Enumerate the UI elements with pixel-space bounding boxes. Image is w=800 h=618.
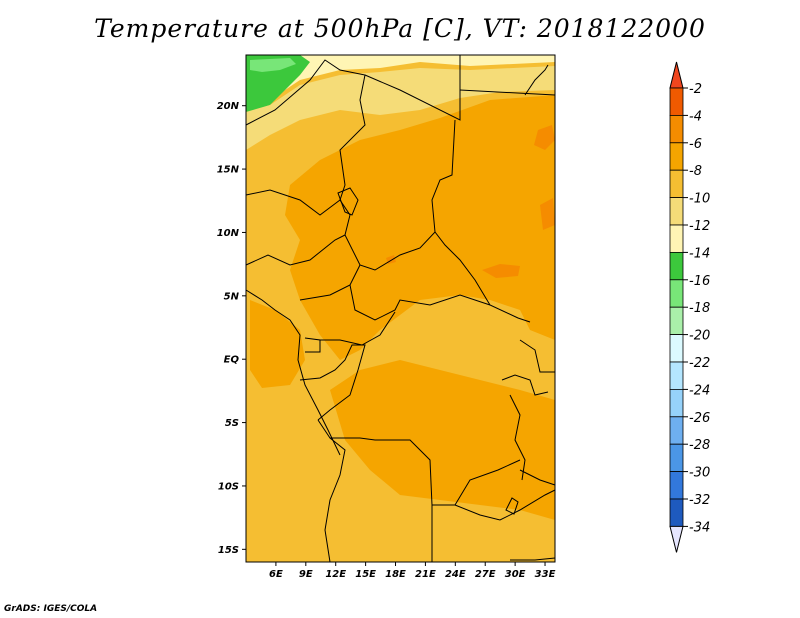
colorbar-label: -34 [689, 520, 710, 535]
colorbar-label: -2 [689, 82, 702, 97]
colorbar-label: -30 [689, 466, 710, 481]
colorbar-swatch [669, 169, 684, 198]
colorbar-swatch [669, 498, 684, 527]
colorbar-label: -22 [689, 356, 710, 371]
colorbar-swatch [669, 251, 684, 281]
colorbar-label: -8 [689, 164, 702, 179]
colorbar-swatch [669, 361, 684, 390]
colorbar-label: -32 [689, 493, 710, 508]
lon-tick-label: 30E [505, 569, 526, 580]
colorbar-label: -24 [689, 383, 710, 398]
colorbar-swatch [669, 443, 684, 473]
longitude-ticks: 6E 9E 12E 15E 18E 21E 24E 27E 30E 33E [269, 562, 556, 580]
lon-tick-label: 9E [299, 569, 313, 580]
colorbar-label: -4 [689, 109, 702, 124]
colorbar-label: -12 [689, 219, 710, 234]
colorbar-label: -6 [689, 137, 702, 152]
region-minus6 [285, 95, 555, 360]
colorbar-swatch [669, 471, 684, 500]
credit-label: GrADS: IGES/COLA [4, 604, 98, 614]
region-minus16 [250, 58, 296, 72]
colorbar-swatch [669, 279, 684, 308]
region-minus4-b [540, 198, 555, 230]
colorbar-swatch [669, 197, 684, 226]
colorbar-swatch [669, 115, 684, 144]
lon-tick-label: 33E [535, 569, 556, 580]
colorbar-label: -18 [689, 301, 710, 316]
colorbar-label: -28 [689, 438, 710, 453]
colorbar-label: -14 [689, 246, 710, 261]
colorbar-swatch [669, 334, 684, 363]
colorbar: -2 -4 -6 -8 -10 -12 -14 -16 -18 -20 -22 -24 -26 -28 -3… [669, 61, 710, 553]
colorbar-label: -10 [689, 192, 710, 207]
colorbar-swatch [669, 416, 684, 445]
lat-tick-label: 5S [225, 418, 239, 429]
region-minus4-a [534, 125, 555, 150]
lat-tick-label: 10N [217, 228, 240, 239]
lon-tick-label: 21E [415, 569, 436, 580]
plot-area [245, 54, 556, 563]
colorbar-swatch [669, 306, 684, 336]
lat-tick-label: 5N [224, 291, 240, 302]
colorbar-swatch [669, 224, 684, 253]
region-minus6-west [250, 300, 305, 388]
region-minus4-c [482, 264, 520, 278]
lat-tick-label: EQ [224, 355, 240, 366]
latitude-ticks: 20N 15N 10N 5N EQ 5S 10S 15S [217, 101, 246, 556]
region-minus6-south [330, 360, 555, 520]
lon-tick-label: 24E [445, 569, 466, 580]
map-title: Temperature at 500hPa [C], VT: 201812200… [94, 14, 706, 43]
lat-tick-label: 20N [217, 101, 240, 112]
colorbar-label: -16 [689, 274, 710, 289]
lon-tick-label: 18E [385, 569, 406, 580]
colorbar-swatch [669, 388, 684, 418]
colorbar-swatch [669, 142, 684, 171]
lon-tick-label: 27E [475, 569, 496, 580]
colorbar-bottom-arrow [669, 525, 684, 553]
region-minus10 [246, 66, 555, 150]
lat-tick-label: 15S [218, 545, 239, 556]
region-minus12 [246, 55, 555, 110]
lat-tick-label: 10S [218, 481, 239, 492]
colorbar-top-arrow [669, 61, 684, 89]
country-borders [245, 55, 556, 563]
lon-tick-label: 15E [355, 569, 376, 580]
colorbar-swatch [669, 87, 684, 116]
colorbar-label: -20 [689, 329, 710, 344]
plot-frame [245, 54, 556, 563]
colorbar-label: -26 [689, 411, 710, 426]
lon-tick-label: 12E [325, 569, 346, 580]
lat-tick-label: 15N [217, 165, 240, 176]
lon-tick-label: 6E [269, 569, 283, 580]
